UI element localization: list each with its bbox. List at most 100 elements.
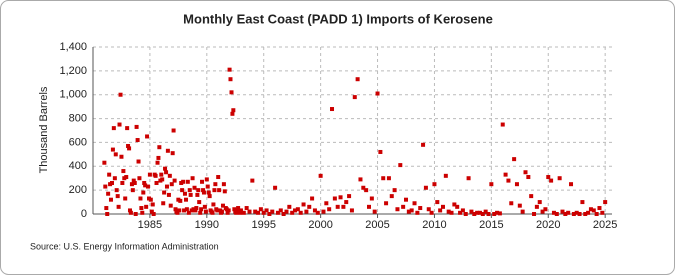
point: [184, 207, 189, 212]
point: [469, 209, 474, 214]
x-tick-label: 1995: [251, 219, 275, 231]
point: [551, 210, 556, 215]
point: [284, 209, 289, 214]
point: [514, 182, 519, 187]
point: [131, 178, 136, 183]
point: [275, 210, 280, 215]
point: [117, 122, 122, 127]
point: [202, 204, 207, 209]
point: [148, 197, 153, 202]
point: [352, 95, 357, 100]
point: [301, 202, 306, 207]
y-tick-label: 0: [81, 208, 87, 220]
point: [452, 202, 457, 207]
point: [335, 204, 340, 209]
point: [199, 207, 204, 212]
point: [137, 176, 142, 181]
point: [142, 180, 147, 185]
point: [151, 212, 156, 216]
point: [480, 212, 485, 216]
point: [166, 192, 171, 197]
point: [155, 160, 160, 165]
point: [194, 206, 199, 211]
point: [178, 198, 183, 203]
point: [497, 211, 502, 216]
x-tick-label: 2010: [422, 219, 446, 231]
point: [165, 148, 170, 153]
point: [443, 173, 448, 178]
y-tick-label: 1,400: [59, 41, 87, 53]
point: [196, 188, 201, 193]
point: [247, 209, 252, 214]
y-tick-label: 1,000: [59, 89, 87, 101]
x-tick-label: 2005: [365, 219, 389, 231]
point: [160, 177, 165, 182]
point: [144, 204, 149, 209]
point: [273, 185, 278, 190]
point: [206, 190, 211, 195]
point: [145, 134, 150, 139]
point: [549, 178, 554, 183]
point: [226, 208, 231, 213]
point: [105, 212, 110, 216]
point: [128, 210, 133, 215]
point: [232, 207, 237, 212]
point: [512, 157, 517, 162]
point: [180, 188, 185, 193]
point: [175, 210, 180, 215]
point: [577, 212, 582, 216]
point: [211, 202, 216, 207]
point: [119, 154, 124, 159]
point: [126, 144, 131, 149]
point: [228, 77, 233, 82]
point: [187, 188, 192, 193]
point: [136, 159, 141, 164]
point: [438, 208, 443, 213]
point: [212, 188, 217, 193]
point: [409, 208, 414, 213]
point: [186, 210, 191, 215]
point: [116, 204, 121, 209]
point: [227, 67, 232, 72]
point: [378, 149, 383, 154]
point: [173, 207, 178, 212]
x-tick-label: 2020: [536, 219, 560, 231]
point: [118, 92, 123, 97]
point: [557, 176, 562, 181]
point: [463, 212, 468, 216]
point: [349, 208, 354, 213]
point: [347, 194, 352, 199]
point: [258, 207, 263, 212]
point: [219, 209, 224, 214]
point: [423, 185, 428, 190]
point: [381, 176, 386, 181]
point: [583, 212, 588, 216]
point: [466, 176, 471, 181]
point: [571, 212, 576, 216]
point: [163, 166, 168, 171]
point: [106, 191, 111, 196]
point: [546, 175, 551, 180]
point: [364, 188, 369, 193]
point: [108, 197, 113, 202]
point: [230, 111, 235, 116]
point: [500, 122, 505, 127]
point: [111, 126, 116, 131]
point: [253, 209, 258, 214]
point: [129, 182, 134, 187]
point: [172, 178, 177, 183]
point: [307, 204, 312, 209]
point: [580, 200, 585, 205]
point: [540, 209, 545, 214]
point: [261, 210, 266, 215]
point: [446, 209, 451, 214]
point: [164, 184, 169, 189]
point: [386, 176, 391, 181]
point: [341, 204, 346, 209]
point: [298, 210, 303, 215]
point: [112, 176, 117, 181]
point: [168, 203, 173, 208]
point: [372, 209, 377, 214]
point: [140, 210, 145, 215]
point: [591, 208, 596, 213]
